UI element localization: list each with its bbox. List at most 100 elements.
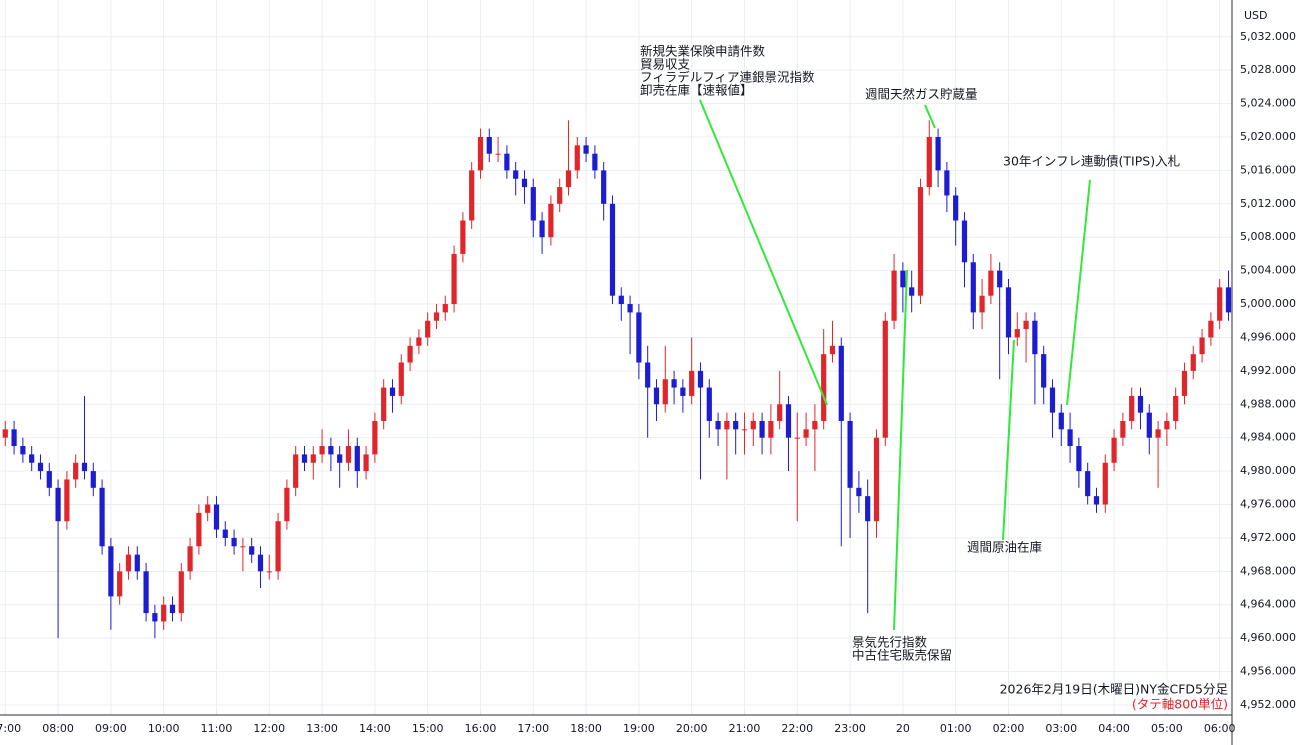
candle-body: [495, 153, 501, 155]
x-tick-label: 08:00: [42, 722, 74, 735]
candle-body: [900, 270, 906, 288]
y-tick-label: 4,972.000: [1240, 531, 1296, 544]
candle-body: [293, 454, 299, 488]
candle-body: [1058, 412, 1064, 430]
y-tick-label: 5,008.000: [1240, 230, 1296, 243]
candle-body: [741, 429, 748, 431]
candle-body: [275, 521, 281, 572]
y-tick-label: 4,996.000: [1240, 330, 1296, 343]
x-tick-label: 11:00: [201, 722, 233, 735]
annotation-connector: [699, 99, 828, 406]
candle-body: [557, 187, 563, 204]
candle-body: [1190, 354, 1196, 371]
candle-body: [1041, 354, 1047, 388]
candle-body: [213, 504, 220, 530]
candle-body: [108, 546, 114, 597]
candle-body: [425, 320, 431, 338]
candle-body: [266, 571, 272, 573]
candle-body: [64, 479, 70, 522]
annotation-connector: [1002, 339, 1015, 541]
candle-body: [706, 387, 712, 421]
candle-body: [257, 554, 264, 572]
candle-body: [284, 487, 290, 522]
annotation-text: 週間天然ガス貯蔵量: [865, 87, 978, 102]
candle-body: [1014, 329, 1020, 338]
y-tick-label: 4,976.000: [1240, 498, 1296, 511]
candle-body: [636, 312, 642, 363]
candle-body: [381, 387, 387, 421]
annotation-connector: [924, 104, 936, 129]
candle-body: [1076, 446, 1082, 472]
candle-body: [20, 446, 26, 455]
annotation-text: 貿易収支: [640, 57, 691, 72]
candle-body: [169, 604, 176, 614]
candle-body: [539, 220, 545, 238]
candle-body: [1093, 496, 1100, 505]
candle-body: [416, 337, 422, 346]
candle-body: [944, 170, 950, 196]
candle-body: [117, 571, 123, 597]
candle-body: [847, 420, 853, 488]
candle-body: [1085, 471, 1091, 497]
candle-body: [521, 178, 528, 188]
candle-body: [398, 362, 404, 396]
candle-body: [715, 420, 721, 430]
y-tick-label: 5,012.000: [1240, 197, 1296, 210]
axes: 4,952.000 4,956.000 4,960.000 4,964.000 4,96…: [0, 30, 1296, 735]
y-tick-label: 4,956.000: [1240, 665, 1296, 678]
candle-body: [1129, 395, 1135, 421]
candle-body: [178, 571, 184, 614]
candle-body: [152, 613, 158, 622]
x-tick-label: 13:00: [306, 722, 338, 735]
annotation-text: フィラデルフィア連銀景況指数: [640, 70, 815, 85]
candle-body: [891, 270, 897, 321]
candle-body: [1155, 429, 1161, 438]
time-axis-panel: [0, 715, 1232, 745]
candle-body: [574, 145, 580, 171]
candle-body: [697, 370, 704, 388]
x-tick-label: 03:00: [1045, 722, 1077, 735]
y-tick-label: 4,968.000: [1240, 564, 1296, 577]
candle-body: [231, 537, 237, 547]
candle-body: [1164, 420, 1170, 430]
candle-body: [240, 546, 246, 548]
x-tick-label: 16:00: [465, 722, 497, 735]
candle-body: [407, 345, 413, 363]
y-tick-label: 5,032.000: [1240, 30, 1296, 43]
candle-body: [671, 379, 677, 388]
candle-body: [460, 220, 466, 254]
candle-body: [1137, 395, 1144, 413]
candle-body: [451, 253, 457, 305]
candle-body: [29, 454, 35, 463]
grid: [0, 0, 1232, 715]
footer-note: (タテ軸800単位): [1132, 697, 1228, 712]
candle-body: [1225, 287, 1232, 313]
candle-body: [750, 420, 756, 430]
candle-body: [583, 145, 589, 154]
y-tick-label: 4,988.000: [1240, 397, 1296, 410]
candle-body: [1005, 287, 1012, 338]
candle-body: [988, 270, 994, 296]
y-tick-label: 4,964.000: [1240, 598, 1296, 611]
x-tick-label: 02:00: [993, 722, 1025, 735]
candle-body: [513, 170, 519, 179]
candle-body: [865, 496, 871, 522]
candle-body: [1146, 412, 1152, 438]
candle-body: [504, 153, 510, 171]
annotation-connector: [1066, 179, 1091, 406]
price-axis-panel: [1232, 0, 1300, 745]
candle-body: [724, 420, 730, 430]
candle-body: [812, 420, 818, 430]
candle-body: [81, 462, 88, 472]
unit-label: USD: [1244, 9, 1268, 22]
candle-body: [1181, 370, 1188, 396]
candle-body: [592, 153, 598, 171]
candle-body: [1032, 320, 1038, 355]
x-tick-label: 15:00: [412, 722, 444, 735]
y-tick-label: 4,992.000: [1240, 364, 1296, 377]
candle-body: [821, 354, 827, 421]
candle-body: [310, 454, 316, 463]
candle-body: [363, 454, 369, 472]
annotation-text: 新規失業保険申請件数: [640, 44, 766, 59]
